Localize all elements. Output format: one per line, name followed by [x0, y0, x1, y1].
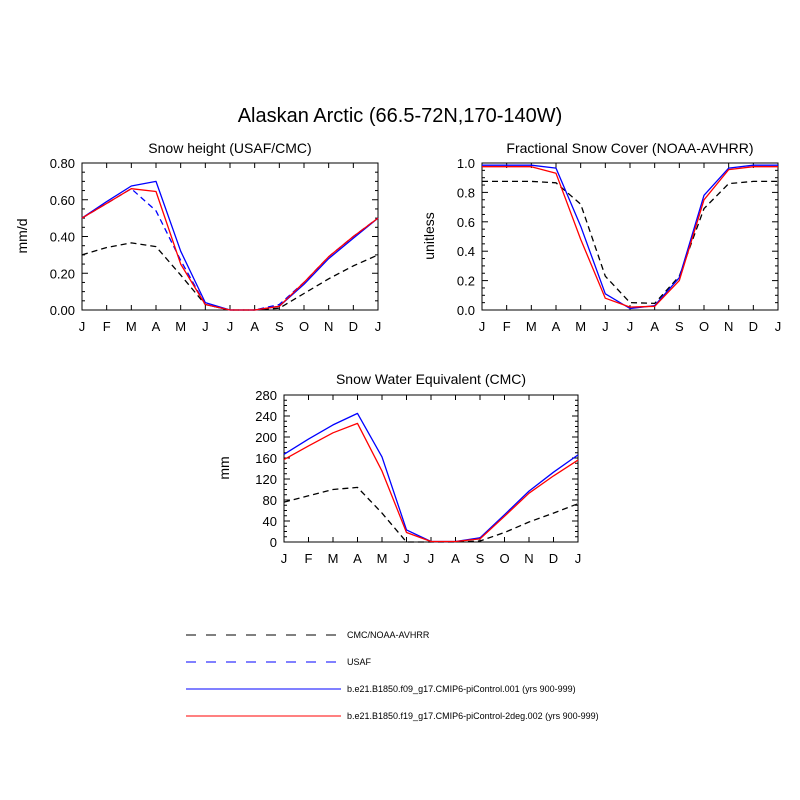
x-tick-label: M [526, 319, 537, 334]
x-tick-label: S [275, 319, 284, 334]
y-tick-label: 0.80 [50, 156, 75, 171]
y-tick-label: 280 [255, 388, 277, 403]
x-tick-label: J [227, 319, 234, 334]
series-line-f09 [81, 180, 379, 311]
x-tick-label: A [451, 551, 460, 566]
y-tick-label: 240 [255, 409, 277, 424]
x-tick-label: M [575, 319, 586, 334]
x-tick-label: D [549, 551, 558, 566]
y-tick-label: 0.2 [457, 274, 475, 289]
x-tick-label: J [627, 319, 634, 334]
x-tick-label: J [479, 319, 486, 334]
y-axis-label: mm/d [14, 219, 30, 254]
x-tick-label: S [675, 319, 684, 334]
x-tick-label: N [724, 319, 733, 334]
x-tick-label: F [103, 319, 111, 334]
x-tick-label: F [305, 551, 313, 566]
series-line-f19 [81, 188, 379, 311]
y-axis-label: mm [216, 456, 232, 479]
x-tick-label: A [250, 319, 259, 334]
y-tick-label: 0.0 [457, 303, 475, 318]
plot-area: J F M A M J J A S O N D J0.00.20.40.60.81.0 [457, 156, 781, 334]
x-tick-label: O [699, 319, 709, 334]
y-axis-label: unitless [421, 212, 437, 259]
panel-fractional-snow-cover: Fractional Snow Cover (NOAA-AVHRR) unitl… [421, 140, 781, 334]
y-tick-label: 200 [255, 430, 277, 445]
x-tick-label: J [281, 551, 288, 566]
legend-label: b.e21.B1850.f09_g17.CMIP6-piControl.001 … [347, 684, 576, 694]
x-tick-label: J [79, 319, 86, 334]
x-tick-label: J [428, 551, 435, 566]
x-tick-label: J [575, 551, 582, 566]
series-line-f19 [482, 166, 778, 308]
legend-item-f09: b.e21.B1850.f09_g17.CMIP6-piControl.001 … [186, 684, 576, 694]
legend-label: CMC/NOAA-AVHRR [347, 630, 430, 640]
y-tick-label: 0.4 [457, 244, 475, 259]
x-tick-label: J [403, 551, 410, 566]
x-tick-label: J [375, 319, 382, 334]
legend: CMC/NOAA-AVHRR USAF b.e21.B1850.f09_g17.… [186, 630, 599, 721]
series-line-f09 [482, 164, 778, 310]
x-tick-label: N [324, 319, 333, 334]
legend-label: b.e21.B1850.f19_g17.CMIP6-piControl-2deg… [347, 711, 599, 721]
plot-area: J F M A M J J A S O N D J0.000.200.400.600.80 [50, 156, 382, 334]
x-tick-label: J [202, 319, 209, 334]
y-tick-label: 0.6 [457, 215, 475, 230]
series-line-obs [482, 180, 778, 305]
plot-frame [81, 162, 379, 311]
x-tick-label: J [602, 319, 609, 334]
y-tick-label: 160 [255, 451, 277, 466]
x-tick-label: O [299, 319, 309, 334]
x-tick-label: A [552, 319, 561, 334]
x-tick-label: A [353, 551, 362, 566]
x-tick-label: J [775, 319, 782, 334]
legend-item-usaf: USAF [186, 657, 372, 667]
y-tick-label: 80 [263, 493, 277, 508]
series-line-obs [283, 486, 579, 543]
x-tick-label: M [126, 319, 137, 334]
x-tick-label: F [503, 319, 511, 334]
x-tick-label: A [152, 319, 161, 334]
y-tick-label: 120 [255, 472, 277, 487]
panel-title: Fractional Snow Cover (NOAA-AVHRR) [506, 140, 753, 156]
y-tick-label: 1.0 [457, 156, 475, 171]
plot-frame [481, 162, 779, 311]
x-tick-label: M [328, 551, 339, 566]
series-line-f09 [283, 412, 579, 543]
x-tick-label: D [749, 319, 758, 334]
x-tick-label: M [377, 551, 388, 566]
panel-title: Snow Water Equivalent (CMC) [336, 371, 526, 387]
legend-item-f19: b.e21.B1850.f19_g17.CMIP6-piControl-2deg… [186, 711, 599, 721]
x-tick-label: M [175, 319, 186, 334]
x-tick-label: O [499, 551, 509, 566]
series-line-f19 [283, 422, 579, 543]
y-tick-label: 0.20 [50, 266, 75, 281]
plot-frame [283, 394, 579, 543]
series-line-obs [81, 242, 379, 311]
legend-item-obs: CMC/NOAA-AVHRR [186, 630, 430, 640]
x-tick-label: N [524, 551, 533, 566]
y-tick-label: 0.40 [50, 230, 75, 245]
x-tick-label: D [349, 319, 358, 334]
series-line-usaf [81, 188, 379, 311]
y-tick-label: 0.60 [50, 193, 75, 208]
figure-title: Alaskan Arctic (66.5-72N,170-140W) [238, 105, 563, 127]
x-tick-label: S [476, 551, 485, 566]
panel-title: Snow height (USAF/CMC) [148, 140, 311, 156]
y-tick-label: 0.00 [50, 303, 75, 318]
legend-label: USAF [347, 657, 372, 667]
y-tick-label: 0 [270, 535, 277, 550]
y-tick-label: 40 [263, 514, 277, 529]
y-tick-label: 0.8 [457, 185, 475, 200]
x-tick-label: A [650, 319, 659, 334]
